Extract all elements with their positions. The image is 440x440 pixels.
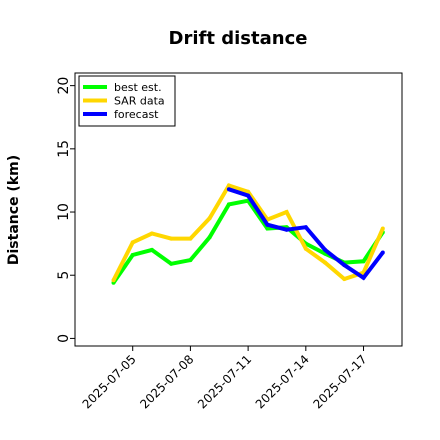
legend-label: best est. xyxy=(114,81,162,94)
x-tick-label: 2025-07-05 xyxy=(80,352,139,411)
y-axis-label: Distance (km) xyxy=(6,155,22,265)
data-point xyxy=(226,187,231,192)
data-point xyxy=(265,226,270,231)
data-point xyxy=(342,263,347,268)
x-axis-ticks: 2025-07-052025-07-082025-07-112025-07-14… xyxy=(80,346,370,411)
data-point xyxy=(111,278,116,283)
data-point xyxy=(303,246,308,251)
data-point xyxy=(130,253,135,257)
data-point xyxy=(323,247,328,252)
data-point xyxy=(265,222,270,227)
data-point xyxy=(149,231,154,236)
data-point xyxy=(246,193,251,198)
data-point xyxy=(361,259,366,264)
y-axis-ticks: 0 5 10 15 20 xyxy=(56,77,75,343)
y-tick-label: 5 xyxy=(56,271,72,280)
data-point xyxy=(361,275,366,280)
data-point xyxy=(226,202,231,207)
x-tick-label: 2025-07-08 xyxy=(137,352,196,411)
y-tick-label: 0 xyxy=(56,334,72,343)
x-tick-label: 2025-07-11 xyxy=(195,352,254,411)
data-point xyxy=(342,277,347,281)
series-line-2 xyxy=(228,187,385,281)
data-point xyxy=(169,261,174,266)
data-point xyxy=(284,210,289,214)
data-point xyxy=(380,226,385,231)
data-point xyxy=(303,225,308,230)
plot-frame xyxy=(74,72,403,347)
data-point xyxy=(207,216,212,221)
x-tick-label: 2025-07-17 xyxy=(310,352,369,411)
legend-label: forecast xyxy=(114,108,159,121)
data-point xyxy=(188,258,193,263)
series-layer xyxy=(111,183,385,285)
data-point xyxy=(169,236,174,241)
chart-title: Drift distance xyxy=(169,28,308,49)
y-tick-label: 20 xyxy=(56,77,72,95)
data-point xyxy=(207,235,212,240)
data-point xyxy=(188,236,193,241)
data-point xyxy=(284,227,289,232)
legend-label: SAR data xyxy=(114,95,165,108)
data-point xyxy=(226,183,231,188)
y-tick-label: 15 xyxy=(56,140,72,158)
data-point xyxy=(130,240,135,245)
y-tick-label: 10 xyxy=(56,203,72,221)
x-tick-label: 2025-07-14 xyxy=(253,352,312,411)
data-point xyxy=(323,260,328,265)
data-point xyxy=(380,250,385,255)
data-point xyxy=(149,247,154,252)
series-line-0 xyxy=(111,198,385,284)
data-point xyxy=(246,189,251,194)
